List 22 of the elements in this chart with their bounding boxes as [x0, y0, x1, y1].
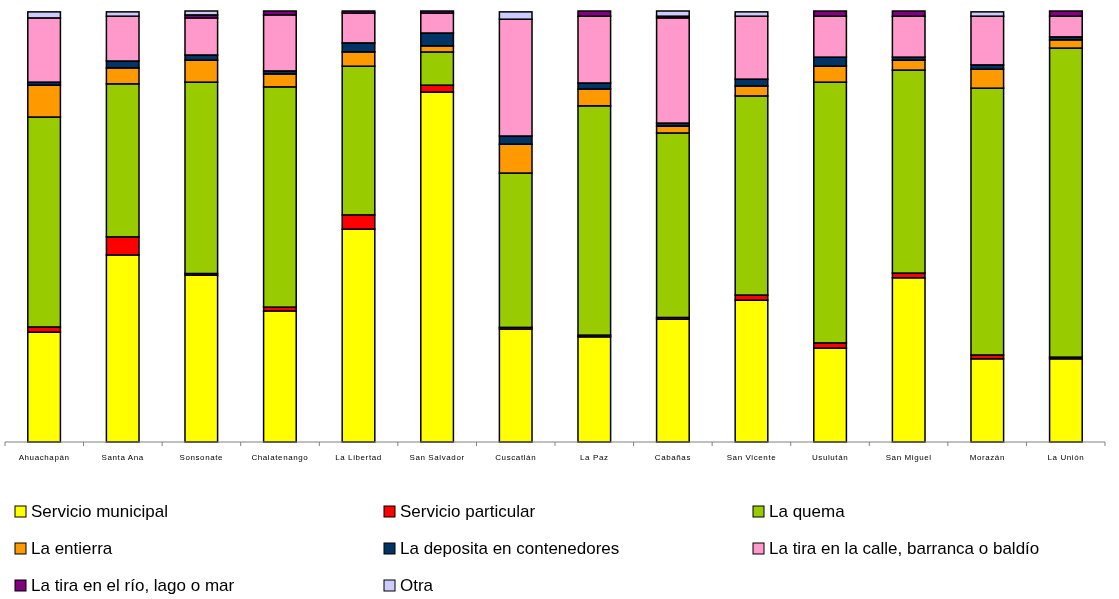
legend-label: La deposita en contenedores — [400, 539, 620, 558]
legend-label: Servicio municipal — [31, 502, 168, 521]
legend-label: Otra — [400, 576, 434, 595]
legend-label: La entierra — [31, 539, 113, 558]
x-tick-label: San Miguel — [885, 453, 932, 462]
x-tick-label: Cabañas — [654, 453, 692, 462]
x-tick-label: Santa Ana — [101, 453, 144, 462]
x-tick-label: Usulután — [811, 453, 849, 462]
legend-label: Servicio particular — [400, 502, 536, 521]
x-tick-label: San Salvador — [409, 453, 465, 462]
x-tick-label: Ahuachapán — [18, 453, 70, 462]
legend-label: La tira en el río, lago o mar — [31, 576, 235, 595]
x-tick-label: Cuscatlán — [495, 453, 537, 462]
x-tick-label: Chalatenango — [251, 453, 309, 462]
legend-label: La quema — [769, 502, 846, 521]
x-tick-label: La Paz — [580, 453, 609, 462]
x-tick-label: San Vicente — [726, 453, 777, 462]
x-tick-label: Morazán — [969, 453, 1005, 462]
x-tick-label: La Unión — [1047, 453, 1085, 462]
x-tick-label: La Libertad — [335, 453, 382, 462]
x-tick-label: Sonsonate — [179, 453, 224, 462]
legend-label: La tira en la calle, barranca o baldío — [769, 539, 1040, 558]
